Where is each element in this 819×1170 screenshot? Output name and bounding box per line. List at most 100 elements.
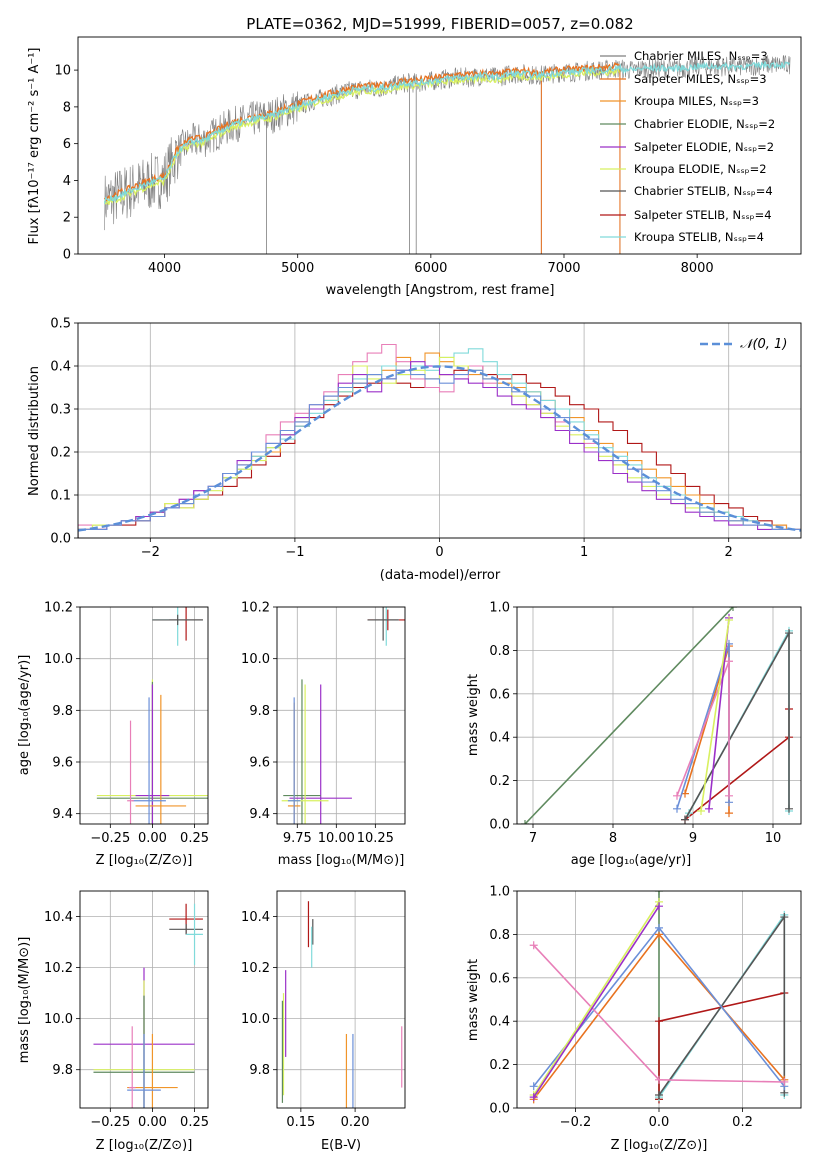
y-tick-label: 10.4 bbox=[44, 910, 73, 925]
spectrum-frame bbox=[77, 36, 802, 255]
plus-marker bbox=[697, 806, 705, 815]
y-tick-label: 10 bbox=[54, 64, 71, 79]
plus-marker bbox=[529, 941, 538, 950]
y-tick-label: 9.6 bbox=[249, 756, 270, 771]
y-tick-label: 10.0 bbox=[241, 1012, 270, 1027]
massweight_vs_age-frame bbox=[516, 606, 802, 825]
y-tick-label: 9.8 bbox=[249, 1063, 270, 1078]
y-tick-label: 0.4 bbox=[489, 731, 510, 746]
massZ-xlabel: Z [log₁₀(Z/Z⊙)] bbox=[96, 1138, 193, 1153]
x-tick-label: 8 bbox=[609, 831, 617, 846]
mwAge-xlabel: age [log₁₀(age/yr)] bbox=[571, 853, 692, 868]
x-tick-label: 2 bbox=[725, 545, 733, 560]
y-tick-label: 8 bbox=[63, 100, 71, 115]
x-tick-label: −0.2 bbox=[560, 1115, 592, 1130]
mass_vs_Z-frame bbox=[79, 890, 209, 1109]
ageZ-ylabel: age [log₁₀(age/yr)] bbox=[17, 655, 32, 776]
massweight_vs_Z-panel: −0.2 0.0 0.2 0.0 0.2 0.4 0.6 0.8 1.0 bbox=[489, 885, 802, 1130]
plus-marker bbox=[725, 809, 733, 818]
x-tick-label: 5000 bbox=[281, 261, 314, 276]
plus-marker bbox=[655, 923, 663, 932]
x-tick-label: 10 bbox=[765, 831, 782, 846]
y-tick-label: 0.0 bbox=[489, 818, 510, 833]
residuals-plot-area bbox=[78, 343, 801, 538]
plus-marker bbox=[529, 1082, 538, 1091]
massEBV-xlabel: E(B-V) bbox=[321, 1138, 361, 1153]
massweight-series bbox=[708, 617, 730, 809]
age_vs_mass-plot-area bbox=[281, 607, 405, 824]
mwZ-ylabel: mass weight bbox=[466, 959, 481, 1041]
ageM-xlabel: mass [log₁₀(M/M⊙)] bbox=[278, 853, 405, 868]
massweight-series bbox=[533, 905, 660, 1098]
plus-marker bbox=[705, 804, 713, 813]
plus-marker bbox=[725, 791, 733, 800]
mass_vs_EBV-panel: 0.15 0.20 9.8 10.0 10.2 10.4 bbox=[241, 890, 406, 1130]
histogram-series bbox=[78, 369, 801, 538]
hist-ylabel: Normed distribution bbox=[27, 366, 42, 496]
residuals-frame bbox=[77, 322, 802, 539]
y-tick-label: 4 bbox=[63, 174, 71, 189]
x-tick-label: 0.25 bbox=[180, 1115, 209, 1130]
y-tick-label: 6 bbox=[63, 137, 71, 152]
plus-marker bbox=[729, 607, 737, 611]
plus-marker bbox=[521, 820, 529, 824]
model-spectrum bbox=[103, 61, 791, 204]
y-tick-label: 9.8 bbox=[52, 1063, 73, 1078]
x-tick-label: 9.75 bbox=[283, 831, 312, 846]
plus-marker bbox=[655, 1017, 663, 1026]
histogram-series bbox=[78, 361, 801, 538]
y-tick-label: 2 bbox=[63, 211, 71, 226]
y-tick-label: 0.6 bbox=[489, 687, 510, 702]
spectrum-legend: Chabrier MILES, Nₛₛₚ=3 Salpeter MILES, N… bbox=[634, 49, 775, 244]
massweight_vs_age-panel: 7 8 9 10 0.0 0.2 0.4 0.6 0.8 1.0 bbox=[489, 601, 802, 846]
x-tick-label: 0.00 bbox=[138, 831, 167, 846]
mass_vs_Z-plot-area bbox=[93, 903, 203, 1108]
x-tick-label: 9 bbox=[689, 831, 697, 846]
spectrum-ylabel: Flux [fλ10⁻¹⁷ erg cm⁻² s⁻¹ A⁻¹] bbox=[27, 48, 42, 245]
y-tick-label: 1.0 bbox=[489, 885, 510, 900]
legend-label: Kroupa ELODIE, Nₛₛₚ=2 bbox=[634, 162, 767, 176]
residuals-panel: −2 −1 0 1 2 0.0 0.1 0.2 0.3 0.4 0.5 bbox=[50, 317, 802, 560]
y-tick-label: 0.8 bbox=[489, 928, 510, 943]
legend-label: Chabrier ELODIE, Nₛₛₚ=2 bbox=[634, 117, 775, 131]
plus-marker bbox=[785, 629, 793, 638]
x-tick-label: 0.00 bbox=[138, 1115, 167, 1130]
x-tick-label: 0.2 bbox=[732, 1115, 753, 1130]
spectrum-plot-area bbox=[103, 55, 791, 254]
y-tick-label: 10.2 bbox=[44, 961, 73, 976]
y-tick-label: 9.8 bbox=[52, 704, 73, 719]
plus-marker bbox=[673, 804, 681, 813]
spectrum-panel: 4000 5000 6000 7000 8000 0 2 4 6 8 10 bbox=[54, 36, 802, 276]
y-tick-label: 10.0 bbox=[241, 652, 270, 667]
x-tick-label: 0.20 bbox=[341, 1115, 370, 1130]
plus-marker bbox=[725, 616, 733, 625]
x-tick-label: 1 bbox=[580, 545, 588, 560]
y-tick-label: 9.4 bbox=[249, 807, 270, 822]
mass_vs_EBV-plot-area bbox=[281, 901, 403, 1108]
x-tick-label: −2 bbox=[141, 545, 160, 560]
x-tick-label: 0.0 bbox=[649, 1115, 670, 1130]
age_vs_Z-panel: −0.25 0.00 0.25 9.4 9.6 9.8 10.0 10.2 bbox=[44, 601, 209, 847]
y-tick-label: 1.0 bbox=[489, 601, 510, 616]
x-tick-label: 4000 bbox=[148, 261, 181, 276]
y-tick-label: 0 bbox=[63, 248, 71, 263]
x-tick-label: −0.25 bbox=[90, 1115, 130, 1130]
x-tick-label: −1 bbox=[285, 545, 304, 560]
plus-marker bbox=[785, 804, 793, 813]
massweight-series bbox=[700, 619, 730, 812]
y-tick-label: 0.2 bbox=[489, 1058, 510, 1073]
model-spectrum bbox=[103, 67, 620, 205]
y-tick-label: 0.4 bbox=[50, 360, 71, 375]
plus-marker bbox=[655, 902, 663, 911]
y-tick-label: 0.2 bbox=[489, 774, 510, 789]
y-tick-label: 10.4 bbox=[241, 910, 270, 925]
y-tick-label: 10.0 bbox=[44, 652, 73, 667]
massweight-series bbox=[533, 901, 660, 1096]
legend-label: Kroupa STELIB, Nₛₛₚ=4 bbox=[634, 230, 764, 244]
x-tick-label: 7 bbox=[529, 831, 537, 846]
spectrum-title: PLATE=0362, MJD=51999, FIBERID=0057, z=0… bbox=[246, 15, 633, 33]
x-tick-label: 10.25 bbox=[357, 831, 394, 846]
y-tick-label: 0.5 bbox=[50, 317, 71, 332]
ageZ-xlabel: Z [log₁₀(Z/Z⊙)] bbox=[96, 853, 193, 868]
legend-label: Chabrier STELIB, Nₛₛₚ=4 bbox=[634, 184, 773, 198]
